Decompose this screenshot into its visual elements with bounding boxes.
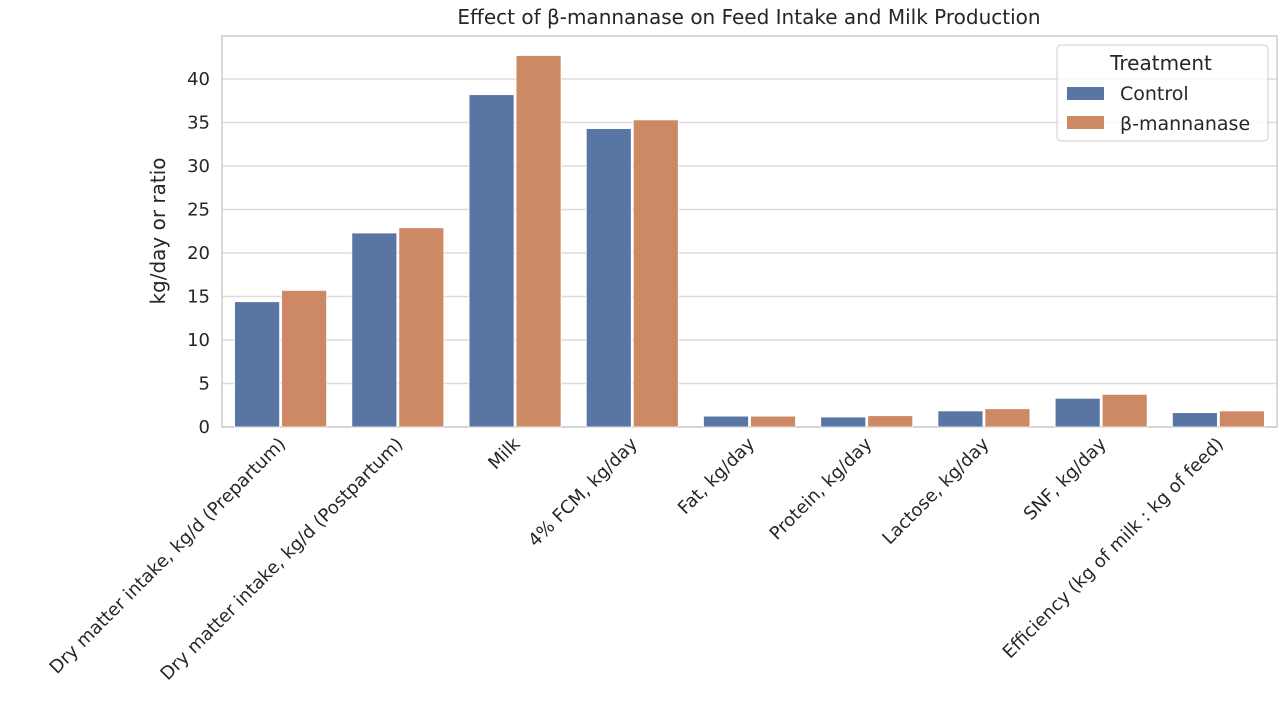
x-tick-label-2: Milk [484,433,525,474]
bar-beta-mannanase-8 [1218,410,1265,428]
y-tick-label-20: 20 [187,243,210,264]
bar-beta-mannanase-7 [1101,393,1148,428]
bar-control-8 [1171,412,1218,428]
bar-beta-mannanase-5 [867,415,914,428]
bars [234,55,1265,428]
y-axis-label: kg/day or ratio [146,157,170,304]
y-tick-label-30: 30 [187,156,210,177]
x-tick-label-3: 4% FCM, kg/day [524,433,642,551]
legend-swatch-beta-mannanase [1067,116,1104,129]
bar-beta-mannanase-4 [750,415,796,428]
legend-label-beta-mannanase: β-mannanase [1120,113,1250,135]
bar-control-5 [820,416,867,428]
plot-frame [221,35,1278,428]
x-tick-label-1: Dry matter intake, kg/d (Postpartum) [156,434,407,685]
y-tick-label-10: 10 [187,330,210,351]
legend-frame [1056,44,1269,142]
bar-control-1 [351,232,398,428]
legend-title: Treatment [1109,51,1212,75]
bar-control-3 [585,128,632,428]
y-tick-label-5: 5 [199,374,210,395]
x-tick-label-0: Dry matter intake, kg/d (Prepartum) [46,434,291,679]
legend-label-control: Control [1120,83,1189,105]
bar-beta-mannanase-0 [281,290,328,428]
bar-control-4 [703,415,749,428]
y-tick-label-0: 0 [199,417,210,438]
bar-control-0 [234,301,281,428]
x-tick-label-6: Lactose, kg/day [878,433,993,548]
legend: Treatment Control β-mannanase [1056,44,1269,142]
gridlines [222,78,1277,428]
bar-control-7 [1054,397,1101,428]
y-axis-ticks: 0 5 10 15 20 25 30 35 40 [187,69,210,438]
chart-title: Effect of β-mannanase on Feed Intake and… [457,5,1040,29]
y-tick-label-40: 40 [187,69,210,90]
legend-swatch-control [1067,87,1104,100]
bar-control-6 [937,410,984,428]
x-tick-label-8: Efficiency (kg of milk : kg of feed) [999,434,1228,663]
y-tick-label-25: 25 [187,200,210,221]
bar-control-2 [468,94,515,428]
bar-beta-mannanase-1 [398,227,445,428]
bar-beta-mannanase-2 [515,55,562,428]
x-tick-label-7: SNF, kg/day [1020,433,1111,524]
bar-beta-mannanase-6 [984,408,1031,428]
x-axis-ticks: Dry matter intake, kg/d (Prepartum)Dry m… [46,433,1228,684]
bar-beta-mannanase-3 [632,119,679,428]
x-tick-label-5: Protein, kg/day [766,433,877,544]
x-tick-label-4: Fat, kg/day [674,433,759,518]
y-tick-label-35: 35 [187,113,210,134]
y-tick-label-15: 15 [187,287,210,308]
